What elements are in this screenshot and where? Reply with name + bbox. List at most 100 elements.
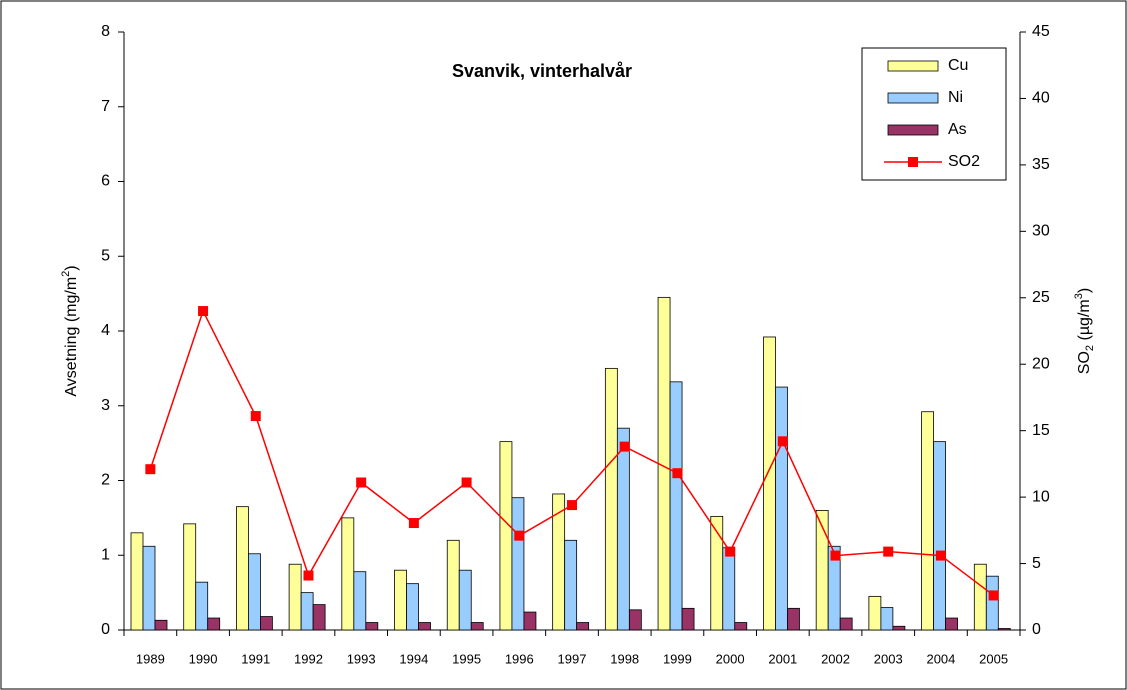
bar: [604, 367, 618, 631]
x-tick-label: 1991: [241, 651, 270, 666]
y-tick-label: 1: [101, 546, 110, 563]
y2-tick-label: 15: [1032, 422, 1050, 439]
y2-tick-label: 35: [1032, 156, 1050, 173]
marker: [198, 306, 209, 317]
marker: [356, 477, 367, 488]
bar: [183, 523, 197, 631]
y2-tick-label: 10: [1032, 488, 1050, 505]
bar: [973, 563, 987, 631]
x-tick-label: 1998: [610, 651, 639, 666]
y-tick-label: 0: [101, 621, 110, 638]
y-label-sup: 2: [60, 271, 72, 277]
bar: [353, 571, 367, 631]
bar: [669, 381, 683, 631]
y-tick-label: 7: [101, 98, 110, 115]
bar: [365, 622, 379, 631]
y2-label-mid: (µg/m: [1076, 299, 1093, 345]
bar: [511, 497, 525, 631]
bar: [839, 617, 853, 631]
bar: [868, 595, 882, 631]
legend-label: As: [948, 121, 967, 138]
x-tick-label: 1997: [558, 651, 587, 666]
bar: [406, 583, 419, 631]
bar: [260, 616, 273, 631]
y2-label-sup: 3: [1073, 293, 1085, 299]
bar: [775, 386, 788, 631]
x-tick-label: 2003: [874, 651, 903, 666]
bar: [892, 625, 906, 631]
marker: [725, 546, 736, 557]
legend-label: Cu: [948, 57, 968, 74]
y2-tick-label: 30: [1032, 223, 1050, 240]
marker: [461, 477, 472, 488]
bar: [933, 441, 946, 631]
y-tick-label: 6: [101, 173, 110, 190]
y2-tick-label: 20: [1032, 355, 1050, 372]
bar: [734, 622, 748, 631]
marker: [619, 441, 630, 452]
bar: [394, 569, 407, 631]
y-tick-label: 3: [101, 397, 110, 414]
bar: [523, 611, 537, 631]
legend-label: Ni: [948, 89, 963, 106]
bar: [763, 336, 776, 631]
marker: [408, 518, 419, 529]
x-tick-label: 1995: [452, 651, 481, 666]
marker: [672, 468, 683, 479]
y2-tick-label: 5: [1032, 555, 1041, 572]
x-tick-label: 1989: [136, 651, 165, 666]
marker: [567, 500, 577, 511]
y-label-tail: ): [63, 265, 80, 270]
x-tick-label: 1993: [347, 651, 376, 666]
marker: [145, 464, 156, 475]
marker: [250, 411, 261, 422]
x-tick-label: 1994: [399, 651, 428, 666]
y2-label-sub: 2: [1084, 345, 1096, 351]
bar: [681, 607, 695, 631]
bar: [616, 427, 630, 631]
y2-tick-label: 40: [1032, 90, 1050, 107]
bar: [300, 592, 314, 631]
y2-axis-label: SO2 (µg/m3): [1073, 288, 1096, 374]
y2-tick-label: 25: [1032, 289, 1050, 306]
bar: [142, 545, 156, 631]
bar: [248, 553, 261, 631]
bar: [207, 617, 221, 631]
y-tick-label: 2: [101, 472, 110, 489]
bar: [195, 581, 209, 631]
bar: [470, 622, 484, 631]
x-tick-label: 1992: [294, 651, 323, 666]
bar: [154, 619, 168, 631]
bar: [130, 532, 144, 631]
legend-swatch: [887, 60, 939, 72]
bar: [787, 607, 800, 631]
bar: [552, 493, 566, 631]
bar: [446, 539, 460, 631]
marker: [883, 546, 894, 557]
y-tick-label: 4: [101, 322, 110, 339]
x-tick-label: 1999: [663, 651, 692, 666]
x-tick-label: 2002: [821, 651, 850, 666]
marker: [777, 436, 788, 447]
bar: [997, 628, 1011, 631]
y-tick-label: 8: [101, 23, 110, 40]
bar: [499, 441, 513, 631]
x-tick-label: 2001: [768, 651, 797, 666]
marker: [514, 530, 525, 541]
bar: [236, 506, 249, 631]
bar: [628, 609, 642, 631]
legend-swatch: [887, 124, 939, 136]
bar: [710, 515, 724, 631]
bar: [576, 622, 590, 631]
bar: [418, 622, 431, 631]
x-tick-label: 1996: [505, 651, 534, 666]
chart-title: Svanvik, vinterhalvår: [452, 61, 632, 81]
y-tick-label: 5: [101, 247, 110, 264]
y-label-text: Avsetning (mg/m: [63, 277, 80, 397]
bar: [945, 617, 958, 631]
bar: [880, 607, 894, 631]
bar: [985, 575, 999, 631]
legend-swatch: [887, 92, 939, 104]
y2-label-tail: ): [1076, 288, 1093, 293]
